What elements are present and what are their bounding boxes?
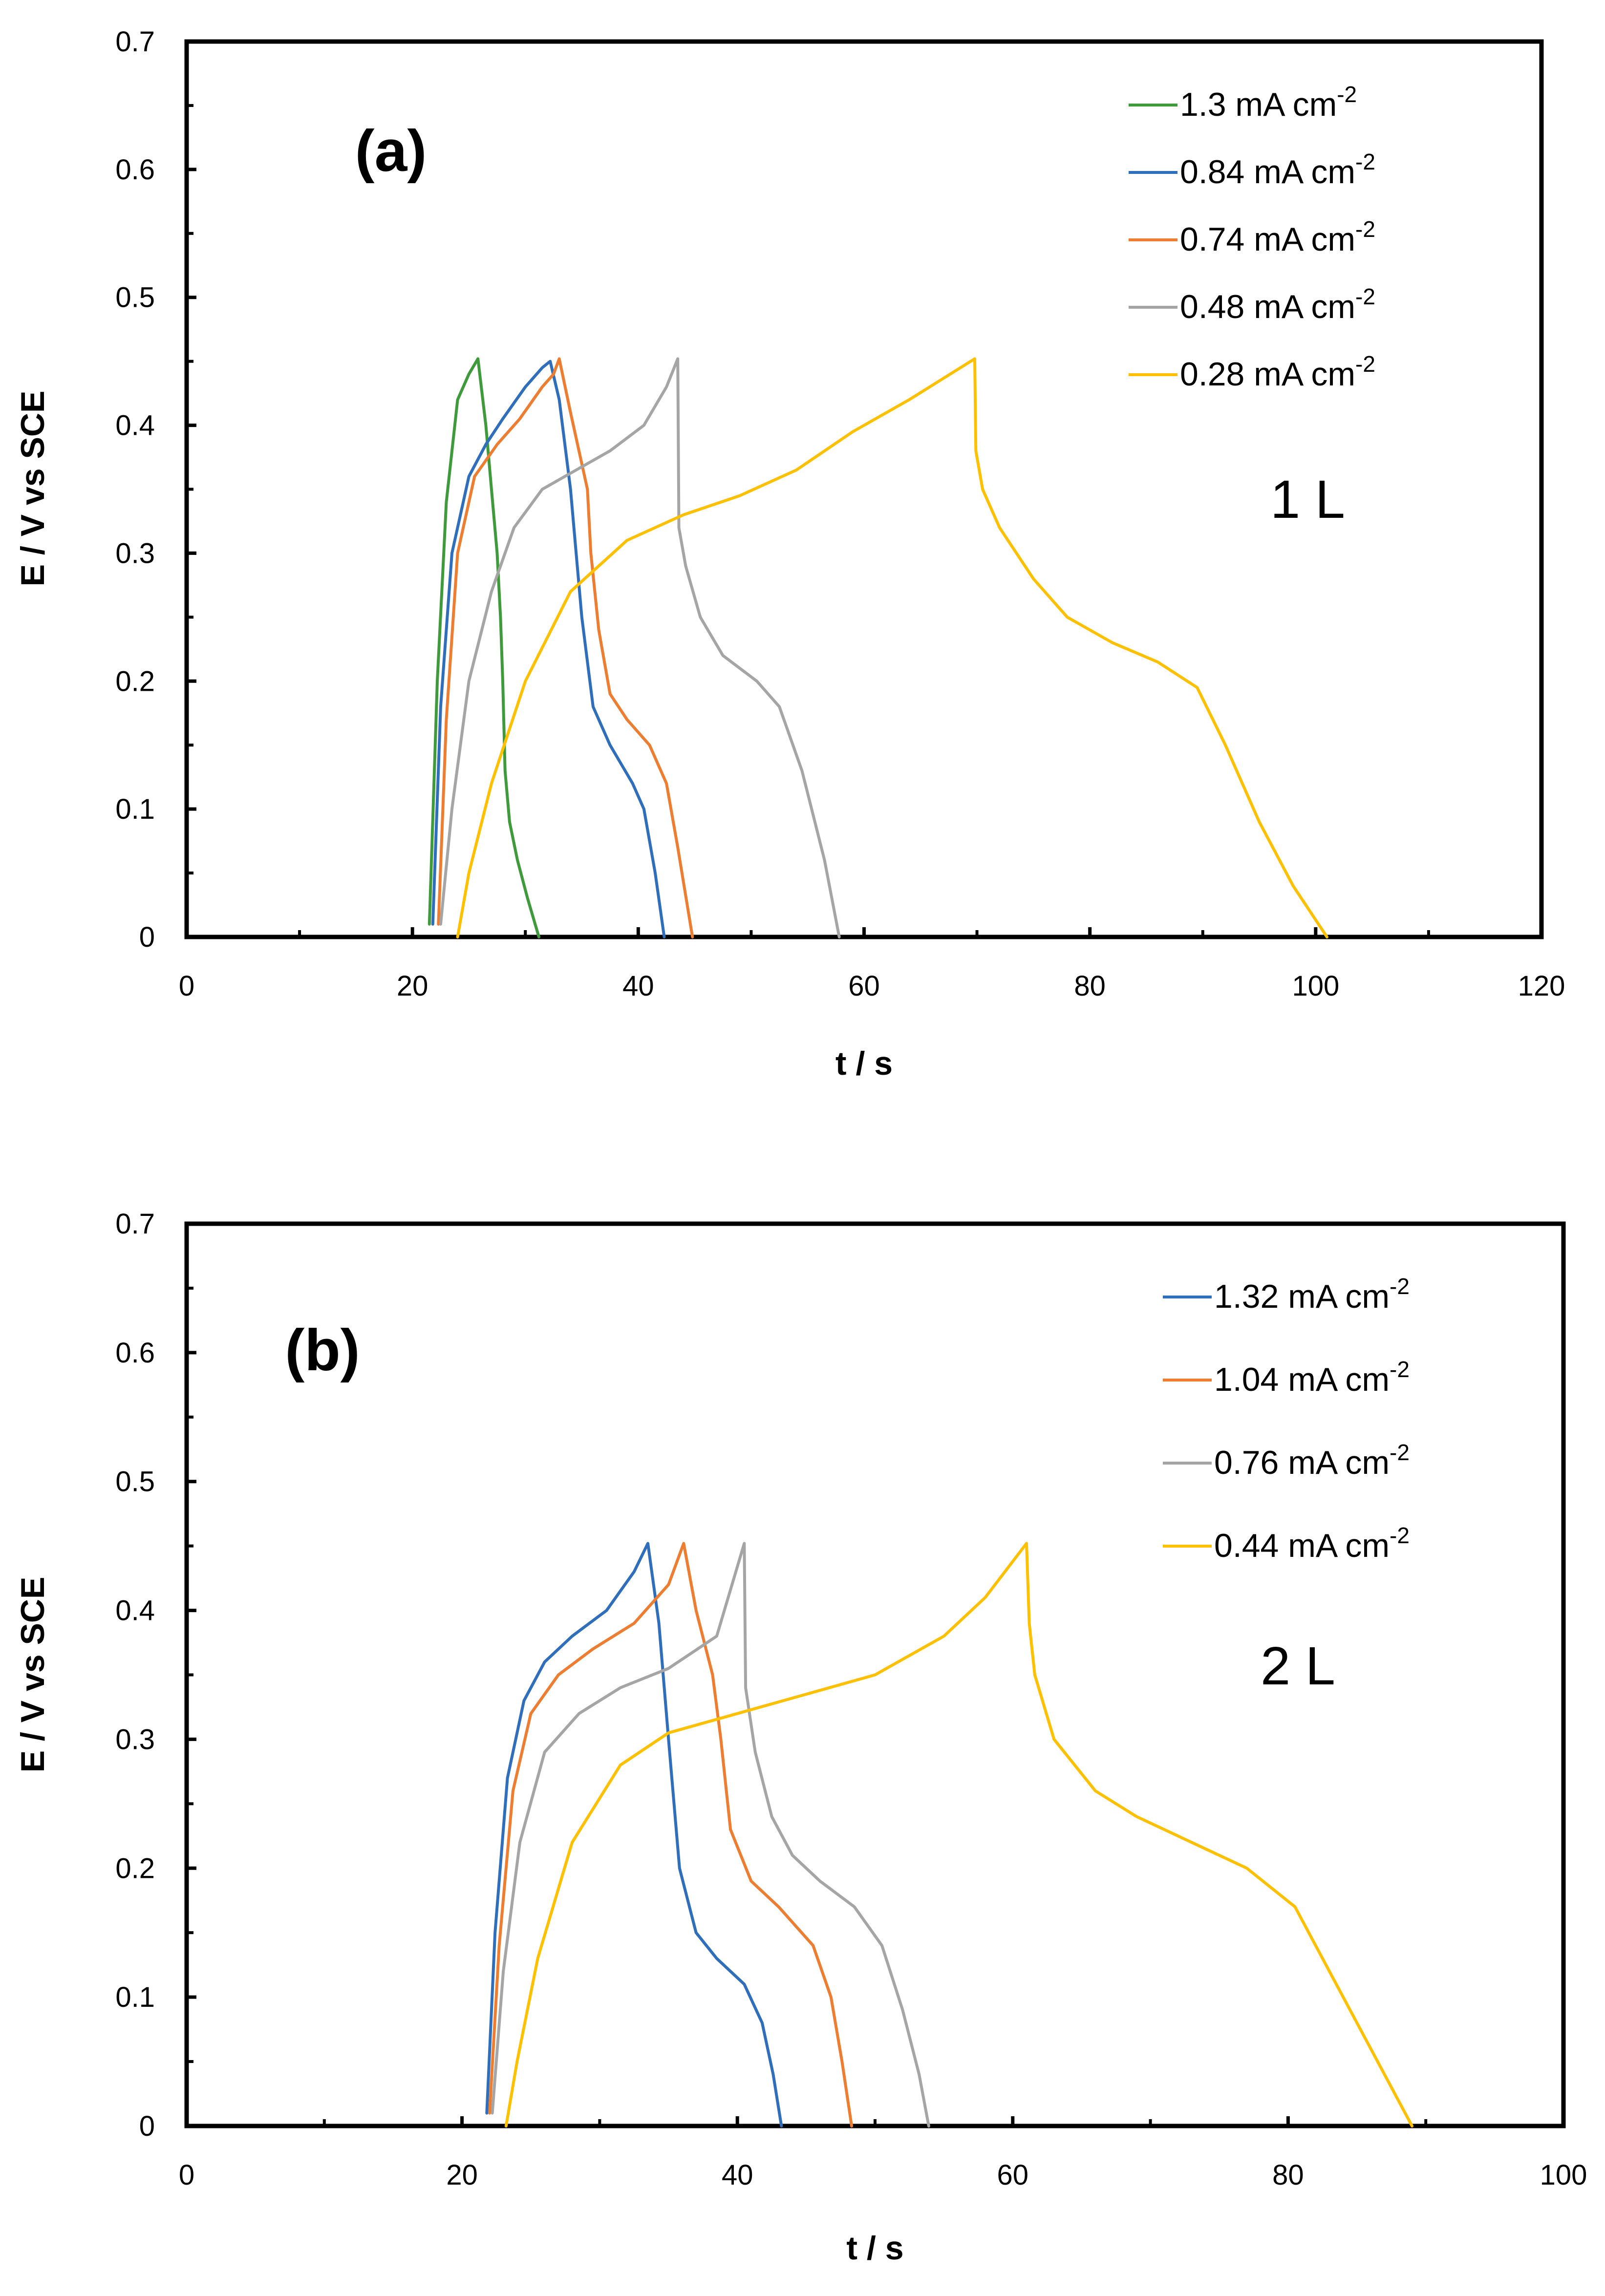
y-tick-label: 0.6 (115, 1337, 155, 1369)
legend-text: 1.32 mA cm (1214, 1278, 1390, 1315)
legend-text: 0.84 mA cm (1180, 153, 1355, 191)
series-line (488, 1542, 854, 2127)
series-line (491, 1542, 930, 2127)
y-tick-label: 0 (139, 921, 155, 953)
panel-b: 0 0.1 0.2 0.3 0.4 0.5 0.6 0.7 0 20 40 60 80 100 t / s E… (14, 1208, 1587, 2267)
y-tick-label: 0.2 (115, 1852, 155, 1884)
legend-exponent: -2 (1390, 1523, 1410, 1548)
legend-text: 0.48 mA cm (1180, 288, 1355, 325)
legend-label: 0.76 mA cm-2 (1214, 1440, 1410, 1481)
legend-text: 0.44 mA cm (1214, 1527, 1390, 1564)
series-line (439, 357, 841, 938)
legend-exponent: -2 (1337, 82, 1357, 107)
series-line (456, 357, 1328, 938)
y-tick-label: 0.3 (115, 1723, 155, 1755)
x-tick-label: 120 (1518, 970, 1565, 1002)
series-line (504, 1542, 1413, 2127)
x-tick-label: 40 (722, 2159, 753, 2191)
x-tick-label: 0 (179, 2159, 194, 2191)
series-line (437, 357, 694, 938)
legend-exponent: -2 (1355, 216, 1375, 242)
series-line (431, 360, 666, 938)
y-tick-label: 0.3 (115, 537, 155, 569)
x-tick-label: 60 (997, 2159, 1029, 2191)
legend-label: 0.48 mA cm-2 (1180, 284, 1375, 325)
x-tick-label: 40 (622, 970, 654, 1002)
x-tick-label: 80 (1272, 2159, 1304, 2191)
series-line (485, 1542, 783, 2127)
legend-exponent: -2 (1355, 284, 1375, 309)
y-tick-label: 0.5 (115, 282, 155, 314)
legend-label: 1.3 mA cm-2 (1180, 82, 1357, 123)
x-tick-label: 80 (1074, 970, 1106, 1002)
condition-label: 1 L (1270, 469, 1345, 530)
x-axis-title: t / s (835, 1045, 893, 1082)
legend-label: 0.44 mA cm-2 (1214, 1523, 1410, 1564)
y-tick-label: 0.1 (115, 1981, 155, 2013)
y-tick-label: 0.7 (115, 26, 155, 58)
legend-label: 1.32 mA cm-2 (1214, 1274, 1410, 1315)
x-tick-label: 0 (179, 970, 194, 1002)
y-tick-label: 0.4 (115, 1595, 155, 1627)
condition-label: 2 L (1261, 1636, 1335, 1696)
y-tick-label: 0.4 (115, 410, 155, 442)
x-tick-label: 60 (848, 970, 880, 1002)
x-tick-label: 20 (446, 2159, 478, 2191)
x-tick-label: 100 (1540, 2159, 1587, 2191)
x-tick-label: 100 (1292, 970, 1339, 1002)
y-tick-label: 0.6 (115, 154, 155, 186)
legend-text: 0.76 mA cm (1214, 1444, 1390, 1481)
panel-label: (b) (285, 1318, 360, 1383)
legend-exponent: -2 (1355, 149, 1375, 174)
legend-text: 0.28 mA cm (1180, 356, 1355, 393)
legend-text: 1.04 mA cm (1214, 1361, 1390, 1398)
y-tick-label: 0.7 (115, 1208, 155, 1240)
y-tick-label: 0.2 (115, 665, 155, 697)
y-tick-label: 0 (139, 2110, 155, 2142)
legend-exponent: -2 (1355, 351, 1375, 377)
legend-label: 0.28 mA cm-2 (1180, 351, 1375, 393)
panel-label: (a) (355, 118, 427, 184)
legend-exponent: -2 (1390, 1440, 1410, 1465)
y-tick-label: 0.1 (115, 793, 155, 825)
x-axis-title: t / s (846, 2230, 903, 2267)
legend-label: 0.74 mA cm-2 (1180, 216, 1375, 258)
x-tick-label: 20 (397, 970, 428, 1002)
legend-label: 1.04 mA cm-2 (1214, 1357, 1410, 1398)
y-tick-label: 0.5 (115, 1466, 155, 1498)
legend-text: 0.74 mA cm (1180, 221, 1355, 258)
series-line (428, 357, 540, 938)
legend-label: 0.84 mA cm-2 (1180, 149, 1375, 191)
legend-text: 1.3 mA cm (1180, 86, 1337, 123)
legend-exponent: -2 (1390, 1274, 1410, 1299)
panel-a: 0 0.1 0.2 0.3 0.4 0.5 0.6 0.7 0 20 40 60 80 100 120 t /… (14, 26, 1565, 1082)
legend-exponent: -2 (1390, 1357, 1410, 1382)
y-axis-title: E / V vs SCE (14, 1577, 51, 1773)
y-axis-title: E / V vs SCE (14, 391, 51, 587)
